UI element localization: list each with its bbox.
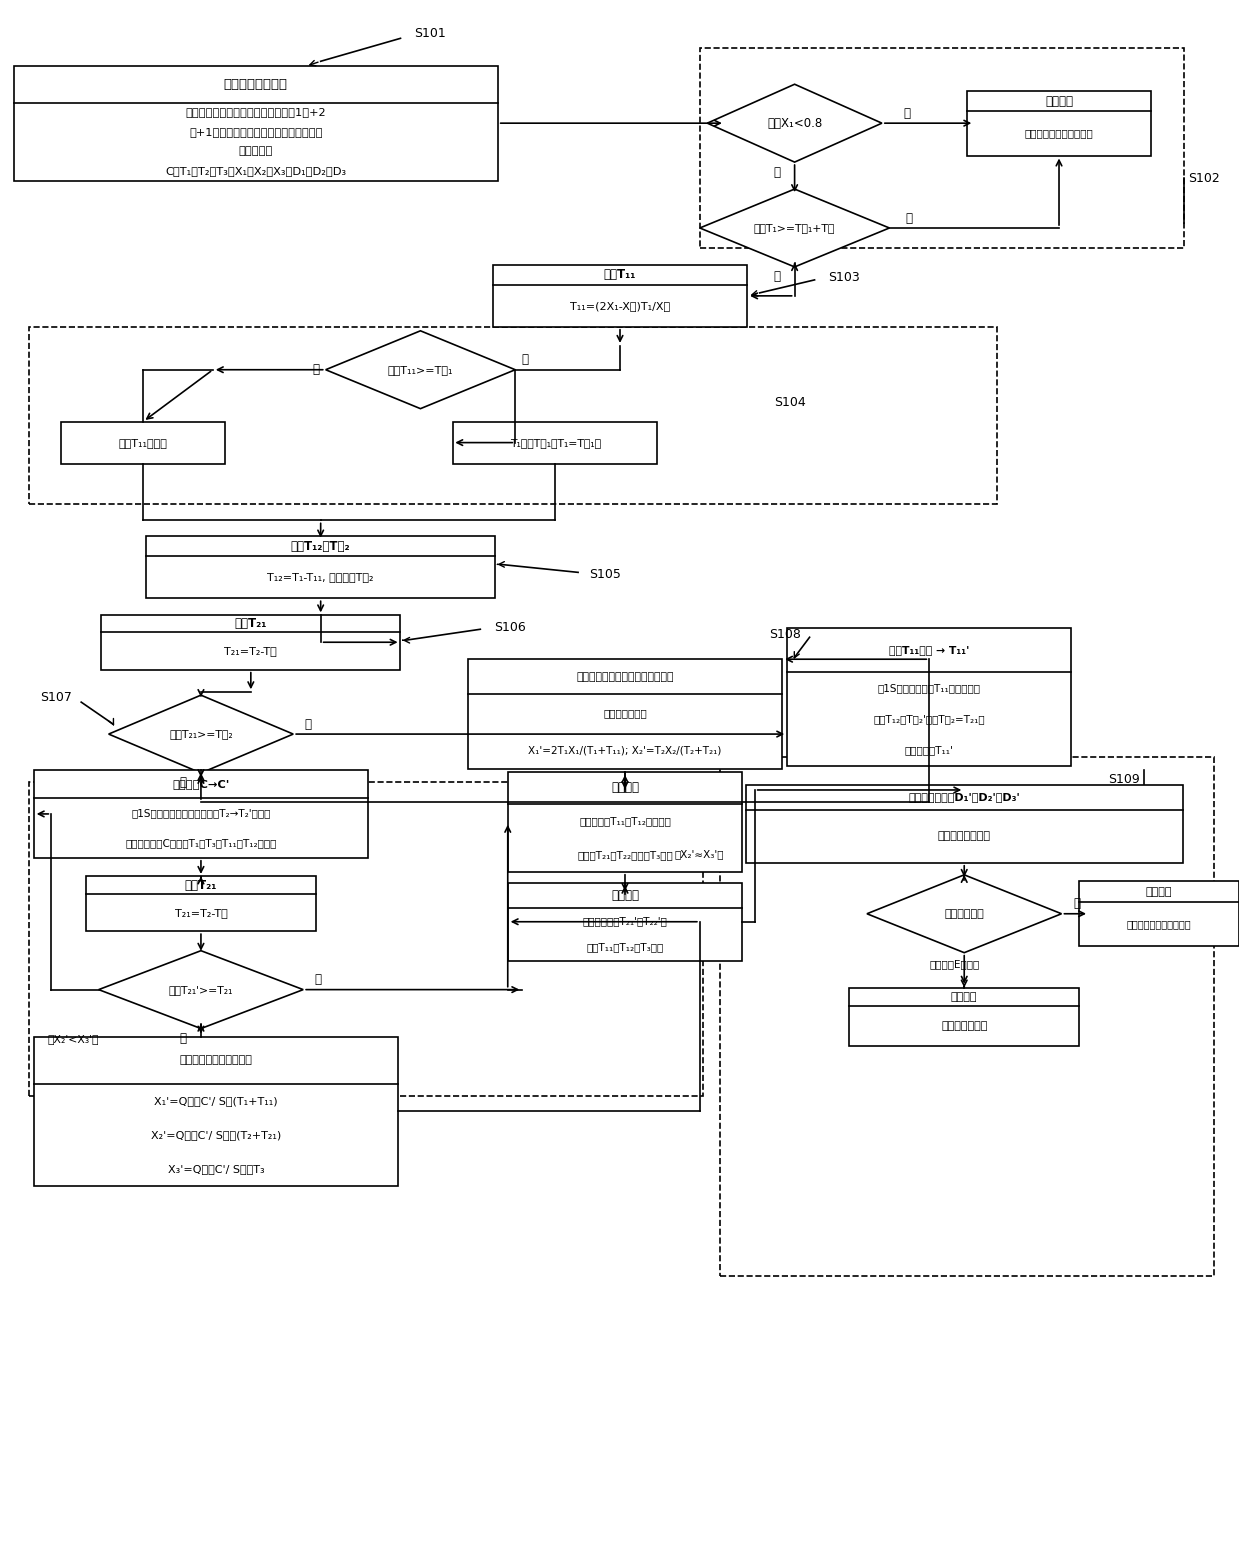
Bar [699,48,1184,248]
Bar [507,883,743,961]
Text: 计算调整后的东西直行、东西左转: 计算调整后的东西直行、东西左转 [577,672,673,681]
Text: 是: 是 [774,270,780,284]
Bar [849,987,1079,1046]
Text: X₁'=Q东西C'/ S东(T₁+T₁₁): X₁'=Q东西C'/ S东(T₁+T₁₁) [154,1096,278,1107]
Text: 是: 是 [180,1032,186,1044]
Text: 进口道的饱和度: 进口道的饱和度 [603,708,647,719]
Bar [87,877,316,931]
Bar [33,1037,398,1186]
Text: 验证T₂₁'>=T₂₁: 验证T₂₁'>=T₂₁ [169,984,233,995]
Polygon shape [867,875,1061,953]
Text: T₁₁=(2X₁-X重)T₁/X重: T₁₁=(2X₁-X重)T₁/X重 [570,301,670,310]
Bar [30,327,997,504]
Text: C、T₁、T₂、T₃、X₁、X₂、X₃、D₁、D₂、D₃: C、T₁、T₂、T₃、X₁、X₂、X₃、D₁、D₂、D₃ [165,166,346,175]
Text: 取调整后的T₁₁、T₁₂；计算调: 取调整后的T₁₁、T₁₂；计算调 [579,816,671,826]
Text: 取调整后的T₁₁': 取调整后的T₁₁' [905,745,954,756]
Text: 以1S为单位减少东西左转相位T₂→T₂'，同步: 以1S为单位减少东西左转相位T₂→T₂'，同步 [131,809,270,818]
Text: 验证T₁>=T排₁+T行: 验证T₁>=T排₁+T行 [754,223,836,233]
Text: 整后的T₂₁、T₂₂，保持T₃不变: 整后的T₂₁、T₂₂，保持T₃不变 [577,850,673,860]
Text: 直+1右）条件下，采用常规信号配时技术: 直+1右）条件下，采用常规信号配时技术 [188,127,322,137]
Text: 验证服务水平: 验证服务水平 [945,909,985,919]
Text: 取值调整后的T₂₁'、T₂₂'，: 取值调整后的T₂₁'、T₂₂'， [583,916,667,927]
Text: S107: S107 [41,691,72,703]
Text: 计算结束: 计算结束 [611,782,639,795]
Text: 计算T₂₁: 计算T₂₁ [234,618,267,630]
Text: S108: S108 [769,627,801,641]
Text: S103: S103 [828,272,861,284]
Text: T₁₂=T₁-T₁₁, 推算得出T排₂: T₁₂=T₁-T₁₁, 推算得出T排₂ [268,573,374,582]
Text: T₁采用T排₁（T₁=T排₁）: T₁采用T排₁（T₁=T排₁） [510,438,600,447]
Text: 调整T₂₁: 调整T₂₁ [185,878,217,891]
Text: 采用T₁₁计算值: 采用T₁₁计算值 [119,438,167,447]
Polygon shape [99,951,304,1029]
Text: 进行计算：: 进行计算： [238,146,273,157]
Text: T₂₁=T₂-T行: T₂₁=T₂-T行 [175,908,227,917]
Text: 计算停止: 计算停止 [1045,95,1073,107]
Text: 利用常规计算公式: 利用常规计算公式 [937,832,991,841]
Bar [745,785,1183,863]
Text: 画出信号配时图: 画出信号配时图 [941,1021,987,1031]
Text: 计算T₁₂及T排₂: 计算T₁₂及T排₂ [291,540,351,553]
Bar [102,615,401,670]
Text: 保持T₁₁、T₁₂、T₃不变: 保持T₁₁、T₁₂、T₃不变 [587,942,663,953]
Text: 验证T₂₁>=T排₂: 验证T₂₁>=T排₂ [169,729,233,739]
Text: 验证T₁₁>=T排₁: 验证T₁₁>=T排₁ [388,365,453,374]
Text: S106: S106 [495,621,526,633]
Text: X₃'=Q南北C'/ S南北T₃: X₃'=Q南北C'/ S南北T₃ [167,1164,264,1175]
Text: 调整T₁₁取值 → T₁₁': 调整T₁₁取值 → T₁₁' [889,646,970,655]
Polygon shape [707,84,882,161]
Text: 计算调整后延误D₁'、D₂'、D₃': 计算调整后延误D₁'、D₂'、D₃' [909,793,1021,802]
Polygon shape [109,695,293,773]
Text: S102: S102 [1188,172,1220,185]
Text: 否: 否 [305,717,311,731]
Text: T₂₁=T₂-T行: T₂₁=T₂-T行 [224,646,278,656]
Text: 是: 是 [180,776,186,790]
Text: 调整周期C→C': 调整周期C→C' [172,779,229,788]
Text: S105: S105 [589,568,621,580]
Bar [492,265,748,327]
Text: 否: 否 [315,973,321,986]
Bar [14,65,497,180]
Text: 计算T₁₁: 计算T₁₁ [604,268,636,281]
Text: 降低T₁₂与T排₂'，使T排₂=T₂₁，: 降低T₁₂与T排₂'，使T排₂=T₂₁， [873,714,985,725]
Bar [453,422,657,464]
Text: S101: S101 [414,26,446,40]
Bar [719,757,1214,1276]
Bar [1079,882,1239,947]
Bar [467,660,782,768]
Text: 否: 否 [904,107,910,120]
Text: 配时结束: 配时结束 [951,992,977,1003]
Text: X₂'=Q东左C'/ S东左(T₂+T₂₁): X₂'=Q东左C'/ S东左(T₂+T₂₁) [151,1130,281,1141]
Polygon shape [699,189,889,267]
Text: 否: 否 [906,211,913,225]
Text: 否: 否 [522,354,528,366]
Text: 计算调整后各方向饱和度: 计算调整后各方向饱和度 [180,1055,253,1066]
Text: 计算停止: 计算停止 [1146,886,1172,897]
Text: 减少周期时长C，保持T₁、T₃、T₁₁、T₁₂不变。: 减少周期时长C，保持T₁、T₃、T₁₁、T₁₂不变。 [125,838,277,847]
Text: 通行技术不适用此交叉口: 通行技术不适用此交叉口 [1024,129,1094,138]
Text: 通行技术不适用此交叉口: 通行技术不适用此交叉口 [1126,919,1192,930]
Text: 以1S为单位递增加T₁₁时间，从而: 以1S为单位递增加T₁₁时间，从而 [878,683,981,692]
Text: 循环结束: 循环结束 [611,889,639,902]
Text: 是: 是 [312,363,319,376]
Text: S104: S104 [774,396,806,410]
Text: 否: 否 [1073,897,1080,911]
Text: X₁'=2T₁X₁/(T₁+T₁₁); X₂'=T₂X₂/(T₂+T₂₁): X₁'=2T₁X₁/(T₁+T₁₁); X₂'=T₂X₂/(T₂+T₂₁) [528,745,722,756]
Bar [33,770,368,858]
Text: 验证X₁<0.8: 验证X₁<0.8 [768,116,822,130]
Text: 在东西进口道采用固定的车道功能（1左+2: 在东西进口道采用固定的车道功能（1左+2 [186,107,326,118]
Text: 服务水平E级以上: 服务水平E级以上 [929,959,980,970]
Bar [146,537,495,599]
Bar [967,90,1151,155]
Text: 当X₂'<X₃'时: 当X₂'<X₃'时 [47,1034,99,1043]
Text: S109: S109 [1109,773,1140,787]
Bar [507,771,743,872]
Text: 当X₂'≈X₃'时: 当X₂'≈X₃'时 [675,849,724,858]
Bar [787,629,1071,767]
Text: 是: 是 [774,166,780,178]
Bar [30,782,703,1096]
Bar [61,422,226,464]
Text: 常规信号配时设计: 常规信号配时设计 [223,78,288,90]
Polygon shape [326,331,516,408]
